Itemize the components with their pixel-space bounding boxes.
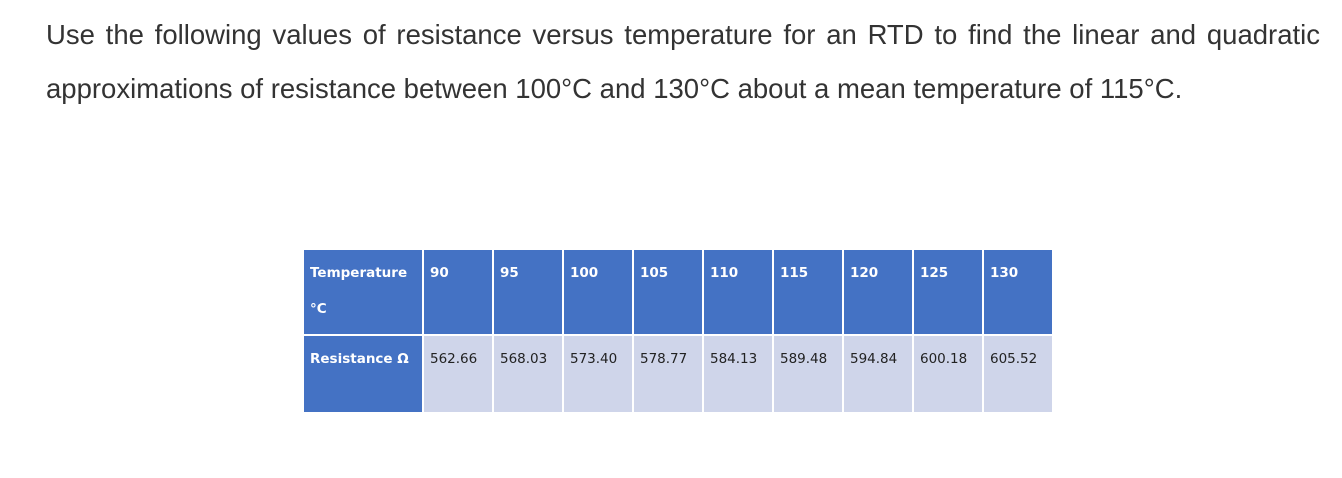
table-cell: 605.52 [982, 334, 1054, 414]
table-cell: 95 [492, 248, 564, 336]
table-cell: 130 [982, 248, 1054, 336]
table-cell: 115 [772, 248, 844, 336]
row-header: Resistance Ω [302, 334, 424, 414]
table-cell: 573.40 [562, 334, 634, 414]
table-cell: 120 [842, 248, 914, 336]
table-cell: 578.77 [632, 334, 704, 414]
table-cell: 110 [702, 248, 774, 336]
table-cell: 600.18 [912, 334, 984, 414]
table-cell: 568.03 [492, 334, 564, 414]
row-header: Temperature °C [302, 248, 424, 336]
table-cell: 105 [632, 248, 704, 336]
table-cell: 125 [912, 248, 984, 336]
table-cell: 589.48 [772, 334, 844, 414]
table-cell: 594.84 [842, 334, 914, 414]
data-table: Temperature °C 90 95 100 105 110 115 120 125 130 R… [302, 248, 1054, 414]
table-cell: 562.66 [422, 334, 494, 414]
table-row: Resistance Ω 562.66 568.03 573.40 578.77 584.… [302, 334, 1054, 414]
table-row: Temperature °C 90 95 100 105 110 115 120 125 130 [302, 248, 1054, 336]
table-cell: 584.13 [702, 334, 774, 414]
table-cell: 100 [562, 248, 634, 336]
problem-text: Use the following values of resistance v… [46, 19, 1320, 104]
table-cell: 90 [422, 248, 494, 336]
